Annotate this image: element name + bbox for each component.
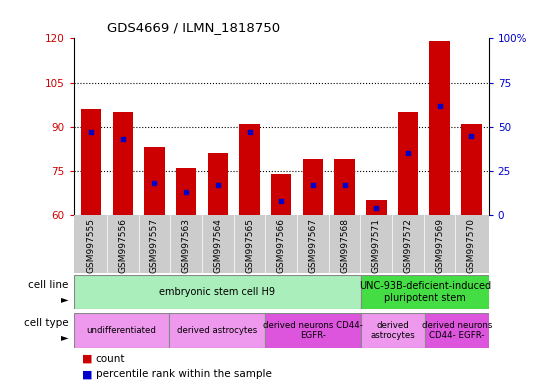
Bar: [334, 159, 355, 215]
Text: GSM997564: GSM997564: [213, 218, 222, 273]
Text: cell type: cell type: [23, 318, 68, 328]
Bar: [361, 275, 489, 309]
Bar: [74, 313, 169, 348]
Text: percentile rank within the sample: percentile rank within the sample: [96, 369, 271, 379]
Bar: [461, 124, 482, 215]
Text: GSM997566: GSM997566: [277, 218, 286, 273]
Bar: [74, 275, 361, 309]
Bar: [144, 147, 165, 215]
Text: GSM997571: GSM997571: [372, 218, 381, 273]
Text: count: count: [96, 354, 125, 364]
Text: derived
astrocytes: derived astrocytes: [371, 321, 416, 340]
Text: GSM997563: GSM997563: [182, 218, 191, 273]
Text: GSM997568: GSM997568: [340, 218, 349, 273]
Text: ■: ■: [82, 369, 93, 379]
Text: GSM997565: GSM997565: [245, 218, 254, 273]
Bar: [302, 159, 323, 215]
Text: cell line: cell line: [28, 280, 68, 290]
Bar: [265, 313, 361, 348]
Text: undifferentiated: undifferentiated: [87, 326, 157, 335]
Text: embryonic stem cell H9: embryonic stem cell H9: [159, 287, 275, 297]
Text: GDS4669 / ILMN_1818750: GDS4669 / ILMN_1818750: [107, 22, 280, 35]
Text: derived neurons
CD44- EGFR-: derived neurons CD44- EGFR-: [422, 321, 492, 340]
Bar: [176, 168, 197, 215]
Bar: [366, 200, 387, 215]
Text: ►: ►: [61, 294, 68, 304]
Bar: [169, 313, 265, 348]
Bar: [429, 41, 450, 215]
Text: ►: ►: [61, 332, 68, 342]
Bar: [271, 174, 292, 215]
Text: UNC-93B-deficient-induced
pluripotent stem: UNC-93B-deficient-induced pluripotent st…: [359, 281, 491, 303]
Bar: [239, 124, 260, 215]
Text: GSM997572: GSM997572: [403, 218, 412, 273]
Bar: [207, 153, 228, 215]
Text: derived neurons CD44-
EGFR-: derived neurons CD44- EGFR-: [263, 321, 363, 340]
Bar: [361, 313, 425, 348]
Bar: [112, 112, 133, 215]
Text: GSM997567: GSM997567: [308, 218, 317, 273]
Text: GSM997569: GSM997569: [435, 218, 444, 273]
Bar: [81, 109, 102, 215]
Text: GSM997557: GSM997557: [150, 218, 159, 273]
Text: derived astrocytes: derived astrocytes: [177, 326, 258, 335]
Text: GSM997556: GSM997556: [118, 218, 127, 273]
Bar: [397, 112, 418, 215]
Bar: [425, 313, 489, 348]
Text: GSM997570: GSM997570: [467, 218, 476, 273]
Text: GSM997555: GSM997555: [87, 218, 96, 273]
Text: ■: ■: [82, 354, 93, 364]
